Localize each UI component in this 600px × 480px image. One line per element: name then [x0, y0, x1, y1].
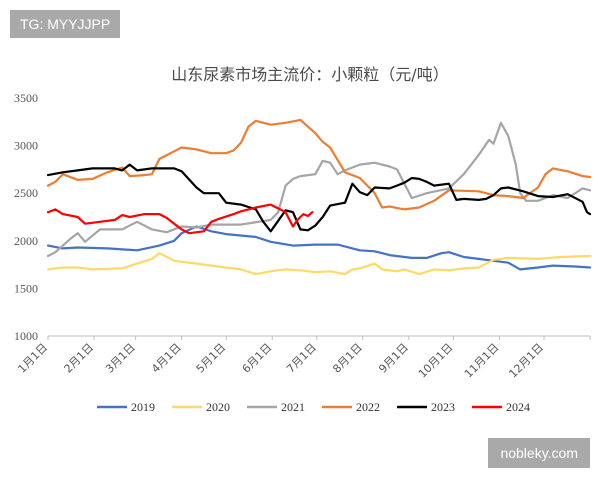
x-tick-label: 4月1日 [149, 341, 184, 376]
y-tick-label: 1000 [14, 329, 38, 343]
series-line-2020 [46, 252, 592, 276]
series-line-2021 [46, 121, 592, 258]
y-tick-label: 2000 [14, 234, 38, 248]
y-tick-label: 3000 [14, 139, 38, 153]
legend-label-2020: 2020 [206, 400, 230, 414]
x-tick-label: 10月1日 [416, 341, 456, 381]
x-tick-label: 6月1日 [240, 341, 275, 376]
y-tick-label: 3500 [14, 91, 38, 105]
legend-label-2023: 2023 [431, 400, 455, 414]
legend-label-2024: 2024 [506, 400, 530, 414]
series-layer [46, 118, 592, 276]
legend: 2019 2020 2021 2022 2023 2024 [97, 400, 530, 414]
x-tick-label: 8月1日 [330, 341, 365, 376]
x-tick-label: 9月1日 [376, 341, 411, 376]
legend-label-2021: 2021 [281, 400, 305, 414]
x-tick-label: 2月1日 [62, 341, 97, 376]
x-tick-label: 11月1日 [462, 341, 502, 381]
x-tick-label: 7月1日 [284, 341, 319, 376]
watermark: nobleky.com [488, 438, 590, 468]
series-line-2022 [46, 118, 592, 211]
x-tick-label: 5月1日 [194, 341, 229, 376]
series-line-2019 [46, 225, 592, 271]
series-line-2024 [46, 203, 314, 235]
legend-label-2019: 2019 [131, 400, 155, 414]
legend-label-2022: 2022 [356, 400, 380, 414]
series-line-2023 [46, 163, 592, 233]
y-tick-label: 1500 [14, 281, 38, 295]
x-tick-label: 12月1日 [506, 341, 546, 381]
x-tick-label: 1月1日 [15, 341, 50, 376]
y-tick-label: 2500 [14, 186, 38, 200]
x-tick-label: 3月1日 [103, 341, 138, 376]
chart-title: 山东尿素市场主流价：小颗粒（元/吨） [171, 65, 448, 84]
y-axis: 1000 1500 2000 2500 3000 3500 [14, 91, 38, 343]
source-tag: TG: MYYJJPP [10, 10, 121, 38]
x-axis: 1月1日 2月1日 3月1日 4月1日 5月1日 6月1日 7月1日 8月1日 9月1日 10月1… [15, 335, 591, 381]
